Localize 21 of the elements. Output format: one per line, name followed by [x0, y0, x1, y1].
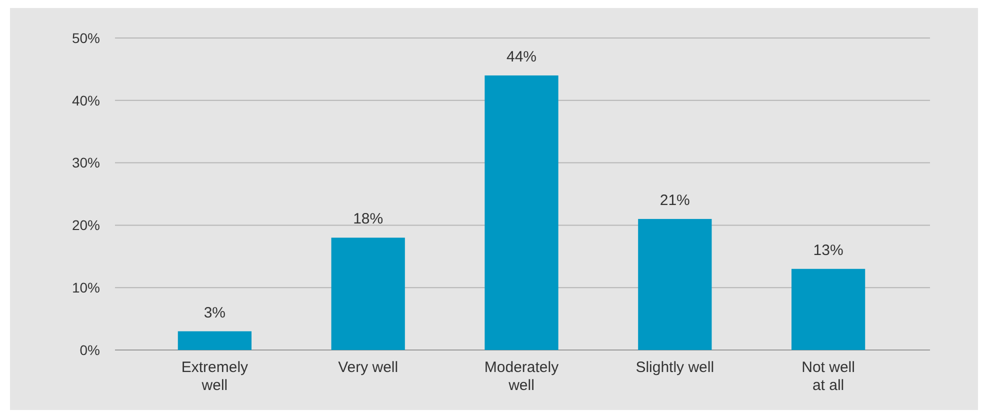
y-tick-label: 40% — [72, 92, 100, 108]
data-label: 44% — [506, 48, 537, 66]
bar — [331, 238, 405, 350]
bar — [791, 268, 866, 350]
x-tick-label: Moderately well — [484, 359, 560, 394]
x-tick-label: Not well at all — [802, 359, 855, 394]
y-tick-label: 10% — [72, 280, 100, 296]
data-label: 13% — [813, 242, 844, 259]
x-tick-label: Extremely well — [181, 359, 249, 394]
data-label: 3% — [204, 304, 226, 322]
x-tick-label: Very well — [338, 359, 398, 376]
y-tick-label: 50% — [72, 30, 100, 46]
data-label: 18% — [353, 210, 384, 228]
bar — [178, 331, 252, 350]
x-tick-label: Slightly well — [636, 359, 714, 376]
y-tick-label: 20% — [72, 217, 100, 234]
y-tick-label: 0% — [80, 342, 100, 358]
y-tick-label: 30% — [72, 154, 100, 171]
bar — [638, 218, 712, 350]
data-label: 21% — [660, 192, 690, 209]
bar — [484, 75, 558, 350]
